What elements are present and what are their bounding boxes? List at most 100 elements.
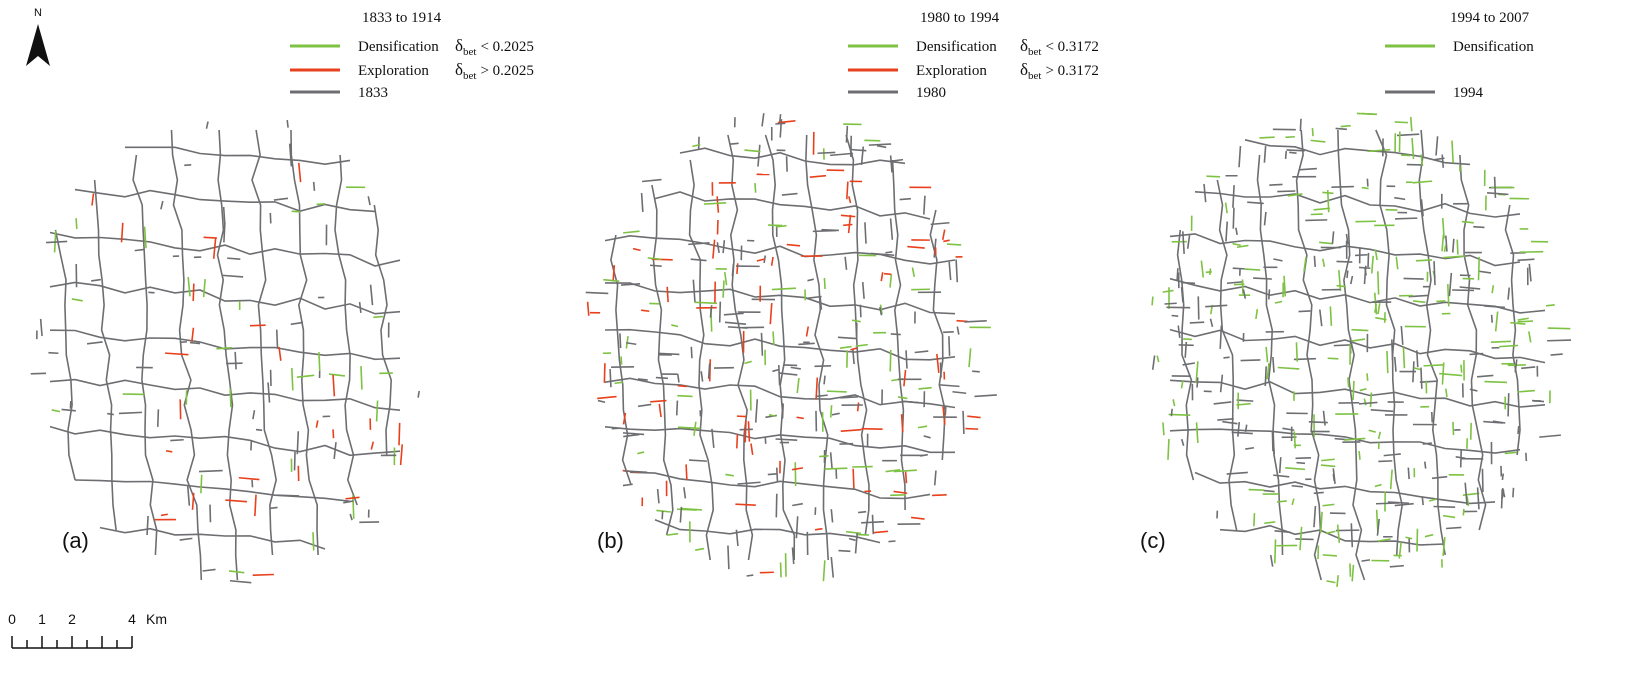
road-segment — [1320, 310, 1322, 327]
road-segment — [641, 310, 649, 311]
road-segment — [1314, 208, 1330, 209]
road-segment — [62, 409, 76, 410]
road-segment — [1515, 359, 1517, 372]
road-segment — [642, 193, 643, 212]
road-segment — [863, 282, 864, 299]
road-segment — [1289, 152, 1296, 153]
delta-subscript: bet — [1028, 70, 1041, 82]
road-segment — [689, 460, 707, 461]
road-segment — [1432, 477, 1447, 479]
road-segment — [610, 369, 611, 387]
road-segment — [1280, 457, 1281, 473]
road-segment — [1277, 501, 1287, 502]
road-segment — [161, 514, 168, 515]
legend-label: Densification — [916, 39, 997, 55]
road-segment — [1344, 438, 1365, 440]
scale-label: 2 — [68, 611, 76, 627]
road-segment — [776, 439, 798, 440]
road-segment — [1469, 354, 1483, 355]
road-segment — [1352, 339, 1365, 341]
road-segment — [772, 370, 778, 372]
road-segment — [1287, 150, 1305, 151]
road-segment — [737, 434, 738, 448]
road-segment — [963, 411, 964, 434]
road-segment — [840, 347, 852, 349]
road-segment — [292, 368, 293, 390]
road — [1195, 473, 1495, 504]
road-segment — [755, 183, 756, 193]
road-segment — [1227, 282, 1243, 284]
road-segment — [1300, 527, 1302, 550]
road-segment — [1353, 381, 1354, 400]
road-segment — [1322, 192, 1333, 193]
road-segment — [1436, 136, 1438, 155]
road-segment — [1275, 539, 1276, 563]
road-segment — [1496, 312, 1498, 332]
road-segment — [744, 361, 751, 363]
north-arrow: N — [26, 7, 50, 66]
road-segment — [1401, 326, 1402, 345]
road-segment — [371, 442, 373, 450]
road-segment — [1384, 454, 1401, 456]
road-segment — [1519, 252, 1543, 253]
road-segment — [667, 287, 668, 302]
road-segment — [52, 410, 60, 412]
road-segment — [1328, 358, 1339, 359]
road-segment — [1292, 486, 1303, 487]
road-segment — [1172, 315, 1179, 316]
road-segment — [1338, 525, 1340, 543]
road-segment — [1305, 220, 1327, 221]
legend-label: Densification — [358, 39, 439, 55]
road-segment — [1220, 326, 1221, 349]
road-segment — [1551, 354, 1563, 355]
road-segment — [841, 430, 862, 432]
delta-threshold: > 0.2025 — [480, 63, 533, 79]
road-segment — [135, 249, 145, 250]
road-segment — [911, 517, 924, 519]
road-segment — [1296, 342, 1297, 361]
road-segment — [656, 378, 668, 379]
road-segment — [1314, 506, 1315, 527]
road-segment — [72, 299, 83, 301]
road-segment — [1265, 366, 1266, 386]
road-segment — [906, 472, 907, 484]
road-segment — [1362, 114, 1377, 115]
road-segment — [890, 495, 905, 496]
road-segment — [145, 227, 146, 249]
road-segment — [204, 237, 217, 238]
road-segment — [1323, 259, 1325, 267]
road-segment — [1518, 259, 1535, 260]
road-segment — [1465, 483, 1467, 505]
road-segment — [1351, 276, 1353, 284]
road-segment — [650, 265, 662, 266]
road-segment — [1517, 391, 1534, 392]
road-segment — [815, 529, 822, 530]
road-segment — [1379, 432, 1381, 439]
panel-label: (b) — [597, 528, 624, 553]
road-segment — [720, 302, 721, 323]
road-segment — [1460, 287, 1481, 289]
road-segment — [1442, 235, 1443, 252]
road-segment — [1470, 389, 1478, 391]
legend-title: 1980 to 1994 — [920, 10, 1000, 26]
road-segment — [865, 222, 866, 243]
road-segment — [1449, 273, 1451, 296]
road-segment — [830, 153, 853, 155]
road-segment — [158, 409, 159, 427]
road-segment — [1314, 256, 1315, 267]
scale-label: 4 — [128, 611, 136, 627]
road-segment — [224, 222, 225, 242]
road-segment — [1299, 311, 1311, 312]
road-segment — [1387, 351, 1388, 373]
road-segment — [1299, 169, 1317, 170]
road-segment — [1499, 345, 1518, 346]
road-segment — [1312, 128, 1313, 136]
road-segment — [847, 182, 848, 200]
road-segment — [333, 375, 334, 396]
road-segment — [1413, 361, 1414, 382]
road — [605, 330, 955, 360]
legend-label: 1980 — [916, 85, 946, 101]
road-segment — [188, 485, 190, 505]
panel-label: (a) — [62, 528, 89, 553]
road-segment — [620, 333, 621, 348]
